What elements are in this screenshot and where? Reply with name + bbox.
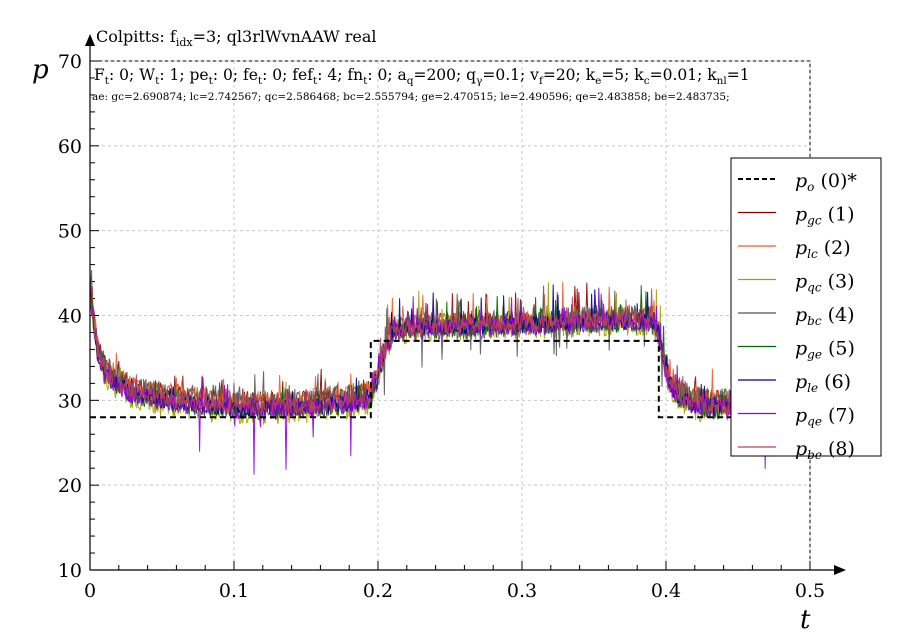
x-tick-label: 0.2 (363, 580, 393, 602)
y-tick-label: 10 (58, 560, 82, 582)
legend: po (0)* pgc (1) plc (2) pqc (3) pbc (4) pge (… (730, 157, 882, 462)
y-tick-label: 30 (58, 390, 82, 412)
legend-label-plc: plc (2) (795, 237, 851, 261)
series-line-pbe (90, 288, 810, 417)
legend-label-pqe: pqe (7) (795, 405, 855, 429)
legend-label-ple: ple (6) (795, 371, 851, 395)
x-tick-label: 0.4 (651, 580, 681, 602)
legend-label-po: po (0)* (795, 170, 857, 194)
traces (90, 270, 810, 475)
x-tick-label: 0.1 (219, 580, 249, 602)
params-line: Ft: 0; Wt: 1; pet: 0; fet: 0; feft: 4; f… (94, 66, 750, 87)
chart-title: Colpitts: fidx=3; ql3rlWvnAAW real (96, 27, 377, 49)
legend-box (730, 157, 882, 457)
legend-label-pge: pge (5) (795, 338, 855, 362)
y-tick-labels: 10 20 30 40 50 60 70 (58, 51, 82, 582)
y-axis-arrow-icon (85, 34, 95, 46)
legend-label-pbc: pbc (4) (795, 304, 855, 328)
y-tick-label: 60 (58, 136, 82, 158)
x-axis-arrow-icon (834, 565, 846, 575)
y-axis-label: p (32, 55, 49, 85)
legend-label-pqc: pqc (3) (795, 271, 855, 295)
legend-label-pbe: pbe (8) (795, 438, 855, 462)
x-axis-label: t (800, 605, 811, 633)
series-line-po (90, 339, 738, 419)
y-tick-label: 70 (58, 51, 82, 73)
x-tick-label: 0 (84, 580, 96, 602)
legend-label-pgc: pgc (1) (795, 204, 855, 228)
y-tick-label: 50 (58, 221, 82, 243)
ae-line: ae: gc=2.690874; lc=2.742567; qc=2.58646… (92, 91, 730, 103)
reference-line (90, 339, 738, 419)
y-tick-label: 40 (58, 306, 82, 328)
series-line-pge (90, 285, 810, 422)
x-tick-label: 0.3 (507, 580, 537, 602)
y-tick-label: 20 (58, 475, 82, 497)
x-tick-label: 0.5 (795, 580, 825, 602)
x-tick-labels: 0 0.1 0.2 0.3 0.4 0.5 (84, 580, 825, 602)
